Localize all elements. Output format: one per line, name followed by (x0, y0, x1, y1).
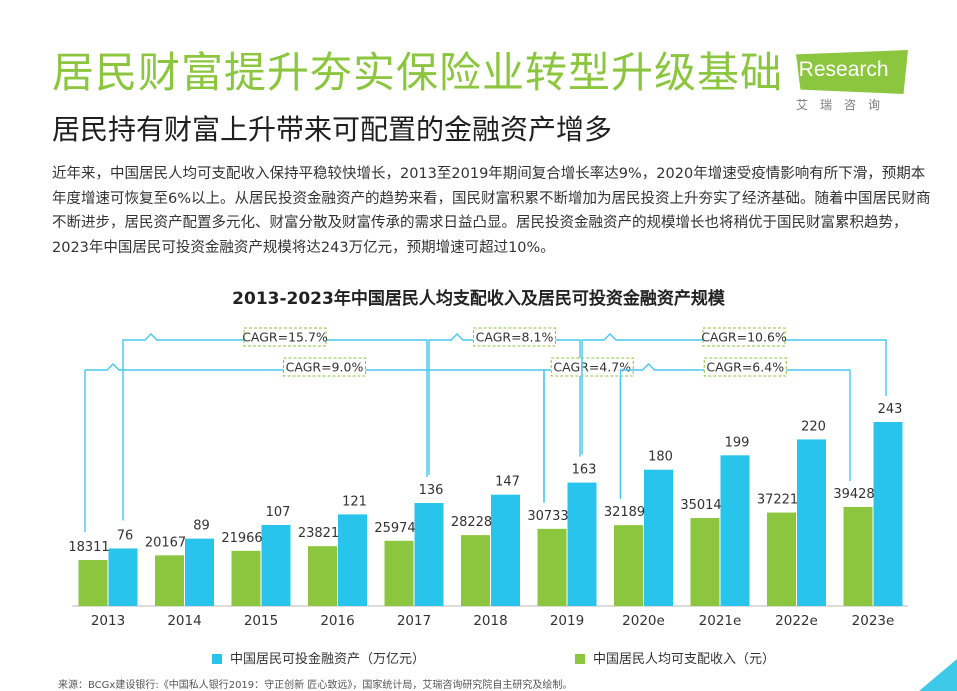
label-income-2020e: 32189 (604, 505, 645, 520)
bar-income-2018 (461, 535, 490, 606)
x-tick-2020e: 2020e (622, 613, 665, 629)
label-assets-2020e: 180 (648, 450, 673, 465)
cagr-box-5 (703, 357, 787, 377)
label-assets-2015: 107 (266, 505, 291, 520)
bar-income-2015 (231, 550, 261, 606)
cagr-label-5: CAGR=6.4% (706, 360, 784, 375)
legend-item-income: 中国居民人均可支配收入（元） (575, 648, 775, 667)
cagr-box-1 (283, 357, 366, 377)
bar-chart: 18311 76 2013 20167 89 2014 21966 107 2015 23821 1… (68, 327, 908, 629)
label-assets-2019: 163 (572, 463, 597, 478)
iresearch-logo: iResearch 艾瑞咨询 (790, 50, 910, 112)
cagr-bracket-2 (428, 333, 581, 476)
x-tick-2016: 2016 (320, 613, 354, 629)
page-subtitle: 居民持有财富上升带来可配置的金融资产增多 (52, 113, 613, 146)
bar-assets-2015 (261, 524, 291, 606)
chart-title: 2013-2023年中国居民人均支配收入及居民可投资金融资产规模 (232, 289, 725, 309)
x-tick-2013: 2013 (91, 613, 125, 629)
x-tick-2019: 2019 (550, 613, 584, 629)
bar-income-2021e (690, 518, 720, 606)
bar-assets-2014 (185, 538, 214, 606)
label-income-2016: 23821 (298, 526, 339, 541)
cagr-bracket-0 (122, 333, 428, 521)
label-income-2015: 21966 (221, 531, 262, 546)
label-income-2017: 25974 (374, 521, 415, 536)
label-assets-2018: 147 (495, 475, 520, 490)
cagr-box-4 (702, 327, 786, 347)
cagr-bracket-1 (84, 363, 545, 533)
source-note: 来源：BCGx建设银行:《中国私人银行2019：守正创新 匠心致远》，国家统计局… (58, 680, 573, 691)
bar-income-2019 (537, 528, 567, 606)
bar-assets-2019 (567, 482, 597, 606)
logo-subtext: 艾瑞咨询 (796, 98, 893, 112)
intro-paragraph: 近年来，中国居民人均可支配收入保持平稳较快增长，2013至2019年期间复合增长… (52, 166, 931, 256)
logo-flag-shape (796, 50, 908, 94)
cagr-label-4: CAGR=10.6% (701, 330, 787, 345)
x-tick-2022e: 2022e (775, 613, 818, 629)
label-assets-2023e: 243 (878, 402, 903, 417)
legend-label-income: 中国居民人均可支配收入（元） (593, 652, 776, 667)
label-income-2021e: 35014 (680, 498, 721, 513)
x-tick-2021e: 2021e (699, 613, 742, 629)
label-income-2023e: 39428 (833, 487, 874, 502)
bar-assets-2018 (491, 494, 520, 606)
bar-assets-2023e (873, 422, 903, 606)
x-tick-2014: 2014 (167, 613, 201, 629)
label-assets-2016: 121 (342, 494, 367, 509)
x-tick-2017: 2017 (397, 613, 431, 629)
logo-text: iResearch (794, 58, 889, 81)
label-assets-2017: 136 (419, 483, 444, 498)
cagr-label-0: CAGR=15.7% (242, 330, 328, 345)
bar-assets-2013 (108, 548, 138, 606)
bar-income-2017 (384, 540, 414, 606)
label-assets-2013: 76 (117, 528, 134, 543)
bar-assets-2016 (338, 514, 367, 606)
bar-income-2014 (155, 555, 184, 606)
cagr-box-2 (473, 327, 556, 347)
page-title: 居民财富提升夯实保险业转型升级基础 (52, 48, 784, 97)
bar-assets-2021e (720, 455, 750, 606)
x-tick-2015: 2015 (244, 613, 278, 629)
bar-income-2022e (767, 512, 796, 606)
bar-income-2020e (614, 525, 643, 606)
label-income-2018: 28228 (451, 515, 492, 530)
cagr-label-3: CAGR=4.7% (553, 360, 631, 375)
label-income-2014: 20167 (145, 535, 186, 550)
bar-assets-2020e (644, 469, 673, 606)
bar-income-2016 (308, 546, 337, 606)
cagr-box-0 (243, 327, 327, 347)
label-assets-2021e: 199 (725, 435, 750, 450)
label-income-2019: 30733 (527, 509, 568, 524)
label-assets-2014: 89 (193, 519, 210, 534)
bar-income-2013 (78, 560, 108, 606)
label-assets-2022e: 220 (801, 419, 826, 434)
x-tick-2018: 2018 (473, 613, 507, 629)
bar-assets-2022e (797, 439, 826, 606)
cagr-bracket-4 (581, 333, 887, 455)
corner-decoration (919, 659, 957, 691)
cagr-label-1: CAGR=9.0% (286, 360, 364, 375)
bar-income-2023e (843, 507, 873, 606)
cagr-box-3 (550, 357, 634, 377)
label-income-2013: 18311 (68, 540, 109, 555)
x-tick-2023e: 2023e (852, 613, 895, 629)
bar-assets-2017 (414, 503, 444, 606)
legend-swatch-blue (212, 654, 222, 664)
cagr-label-2: CAGR=8.1% (476, 330, 554, 345)
legend-swatch-green (575, 654, 585, 664)
cagr-bracket-5 (619, 363, 851, 498)
label-income-2022e: 37221 (757, 493, 798, 508)
legend-item-assets: 中国居民可投金融资产（万亿元） (212, 648, 425, 667)
legend-label-assets: 中国居民可投金融资产（万亿元） (230, 652, 426, 667)
